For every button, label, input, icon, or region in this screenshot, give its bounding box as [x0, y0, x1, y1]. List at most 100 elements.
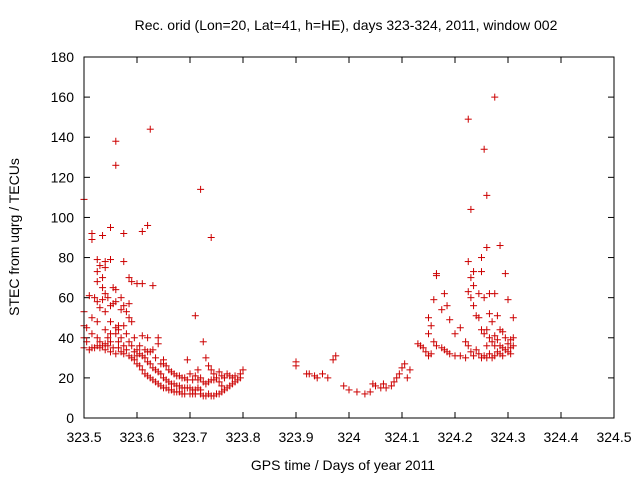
data-point [96, 262, 104, 270]
data-point [125, 300, 133, 308]
data-point [93, 256, 101, 264]
data-point [213, 374, 220, 382]
data-point [462, 354, 470, 362]
x-tick-label: 324.1 [384, 429, 419, 445]
x-tick-label: 324.4 [543, 429, 578, 445]
data-point [475, 314, 483, 322]
data-point [499, 328, 507, 336]
data-point [509, 314, 517, 322]
data-point [138, 332, 146, 340]
data-point [112, 286, 120, 294]
y-tick-label: 140 [51, 129, 75, 145]
data-point [430, 296, 438, 304]
data-point [483, 342, 491, 350]
data-point [456, 352, 464, 360]
data-point [446, 350, 454, 358]
data-point [470, 352, 478, 360]
data-point [117, 334, 125, 342]
data-point [485, 310, 493, 318]
data-point [107, 348, 114, 356]
data-point [202, 354, 210, 362]
data-point [313, 374, 321, 382]
data-point [146, 125, 154, 133]
data-point [107, 338, 114, 346]
data-point [120, 229, 128, 237]
data-point [120, 350, 128, 358]
data-point [93, 334, 101, 342]
data-point [467, 274, 475, 282]
data-point [483, 326, 491, 334]
data-point [480, 330, 488, 338]
data-point [456, 324, 464, 332]
data-point [120, 322, 128, 330]
data-point [85, 292, 93, 300]
data-point [366, 388, 374, 396]
data-point [446, 316, 454, 324]
data-point [125, 338, 133, 346]
data-point [382, 384, 390, 392]
data-point [464, 288, 472, 296]
data-point [120, 342, 128, 350]
data-point [138, 227, 146, 235]
data-point [438, 306, 446, 314]
data-point [99, 274, 107, 282]
data-point [122, 330, 130, 338]
data-point [183, 356, 191, 364]
data-point [125, 314, 133, 322]
data-point [107, 318, 114, 326]
data-point [493, 336, 501, 344]
data-point [191, 312, 199, 320]
data-point [467, 348, 475, 356]
data-point [485, 334, 493, 342]
data-point [101, 346, 109, 354]
data-point [114, 338, 122, 346]
data-point [122, 346, 130, 354]
data-point [485, 350, 493, 358]
data-point [99, 231, 107, 239]
data-point [353, 388, 361, 396]
data-point [149, 346, 157, 354]
data-point [120, 302, 128, 310]
data-point [467, 294, 475, 302]
data-point [128, 278, 136, 286]
data-point [464, 115, 472, 123]
chart-title: Rec. orid (Lon=20, Lat=41, h=HE), days 3… [135, 17, 558, 33]
data-point [154, 340, 162, 348]
data-point [462, 338, 470, 346]
data-point [470, 268, 478, 276]
x-tick-label: 323.8 [225, 429, 260, 445]
data-point [210, 370, 218, 378]
data-point [480, 294, 488, 302]
y-tick-label: 80 [58, 250, 74, 266]
data-point [96, 304, 104, 312]
data-point [186, 370, 194, 378]
y-axis: 0 20 40 60 80 100 120 140 160 180 [51, 49, 614, 426]
y-tick-label: 160 [51, 89, 75, 105]
data-point [425, 330, 432, 338]
data-point [138, 366, 146, 374]
data-point [509, 342, 517, 350]
data-point [427, 322, 435, 330]
x-axis-label: GPS time / Days of year 2011 [251, 457, 435, 473]
data-point [117, 294, 125, 302]
data-point [491, 332, 499, 340]
data-point [130, 334, 138, 342]
data-point [483, 244, 491, 252]
data-point [128, 318, 136, 326]
data-point [154, 334, 162, 342]
data-point [372, 382, 379, 390]
x-axis: 323.5 323.6 323.7 323.8 323.9 324 324.1 324.2 32… [66, 57, 632, 445]
data-point [112, 350, 120, 358]
data-point [332, 352, 340, 360]
data-point [464, 258, 472, 266]
data-point [104, 342, 112, 350]
data-point [422, 348, 430, 356]
data-point [125, 274, 133, 282]
data-point [361, 390, 369, 398]
data-point [504, 340, 512, 348]
plot-frame [83, 56, 615, 419]
data-point [218, 382, 226, 390]
data-point [101, 326, 109, 334]
data-point [104, 294, 112, 302]
